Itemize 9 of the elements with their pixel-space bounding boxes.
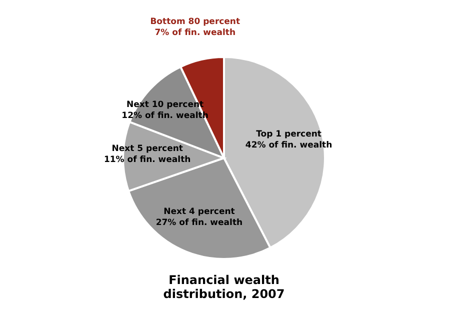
- slice-label: Top 1 percent: [256, 129, 322, 140]
- data-label: 11% of fin. wealth: [104, 154, 191, 165]
- slice-label: Next 5 percent: [112, 144, 183, 154]
- data-label: 42% of fin. wealth: [245, 140, 332, 150]
- data-label: 27% of fin. wealth: [156, 218, 243, 228]
- slice-label: Next 4 percent: [164, 206, 235, 217]
- slice-label: Bottom 80 percent: [150, 17, 240, 28]
- text: Financial wealth distribution, 2007: [163, 273, 285, 301]
- data-label: 7% of fin. wealth: [154, 28, 236, 38]
